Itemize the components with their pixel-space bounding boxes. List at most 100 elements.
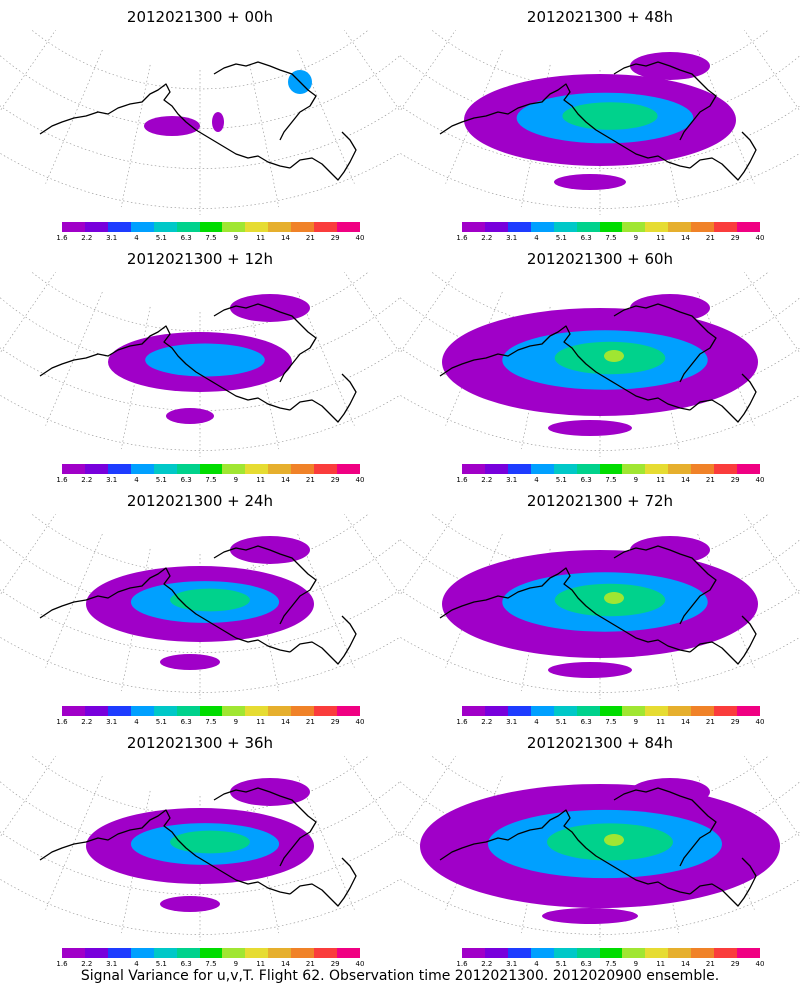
colorbar-swatch	[222, 222, 246, 232]
colorbar-labels: 1.6 2.2 3.1 4 5.1 6.3 7.5 9 11 14 21 29 40	[56, 234, 365, 244]
colorbar-tick-label: 3.1	[106, 718, 118, 726]
colorbar-tick-label: 29	[330, 718, 340, 726]
panel-title: 2012021300 + 36h	[126, 734, 274, 752]
colorbar-swatch	[337, 464, 360, 474]
colorbar-tick-label: 6.3	[580, 960, 592, 968]
colorbar-swatch	[530, 464, 554, 474]
colorbar-tick-label: 4	[534, 960, 539, 968]
colorbar-swatch	[622, 706, 646, 716]
colorbar-labels: 1.6 2.2 3.1 4 5.1 6.3 7.5 9 11 14 21 29 40	[456, 960, 765, 970]
colorbar-tick-label: 1.6	[56, 960, 68, 968]
colorbar-tick-label: 7.5	[205, 234, 217, 242]
colorbar-swatch	[176, 948, 200, 958]
colorbar-tick-label: 4	[534, 718, 539, 726]
colorbar-tick-label: 2.2	[81, 718, 93, 726]
colorbar-tick-label: 5.1	[555, 476, 567, 484]
colorbar-tick-label: 4	[134, 960, 139, 968]
colorbar-tick-label: 11	[656, 718, 666, 726]
colorbar-tick-label: 11	[256, 234, 266, 242]
colorbar-swatch	[199, 464, 223, 474]
colorbar-swatch	[484, 706, 508, 716]
colorbar-tick-label: 5.1	[555, 234, 567, 242]
colorbar-swatch	[484, 948, 508, 958]
colorbar-tick-label: 5.1	[155, 718, 167, 726]
colorbar-tick-label: 5.1	[155, 476, 167, 484]
colorbar-swatch	[599, 464, 623, 474]
colorbar-swatch	[737, 948, 760, 958]
colorbar-tick-label: 21	[305, 960, 315, 968]
colorbar-swatch	[153, 222, 177, 232]
colorbar-labels: 1.6 2.2 3.1 4 5.1 6.3 7.5 9 11 14 21 29 40	[456, 476, 765, 486]
colorbar-tick-label: 5.1	[155, 234, 167, 242]
colorbar-tick-label: 1.6	[56, 234, 68, 242]
colorbar-tick-label: 3.1	[106, 960, 118, 968]
colorbar-swatch	[645, 464, 669, 474]
colorbar-tick-label: 2.2	[481, 476, 493, 484]
panel-title: 2012021300 + 12h	[126, 250, 274, 268]
colorbar-tick-label: 40	[355, 234, 365, 242]
colorbar-swatch	[84, 948, 108, 958]
colorbar-swatch	[153, 948, 177, 958]
colorbar-labels: 1.6 2.2 3.1 4 5.1 6.3 7.5 9 11 14 21 29 40	[456, 234, 764, 244]
colorbar-swatch	[107, 464, 131, 474]
colorbar-tick-label: 40	[755, 476, 765, 484]
panel-12h: 2012021300 + 12h 1.6 2.2 3.1 4 5.1 6.3 7.5 9 11 1…	[0, 242, 400, 484]
colorbar-swatch	[176, 706, 200, 716]
colorbar-tick-label: 40	[755, 960, 765, 968]
colorbar-tick-label: 5.1	[155, 960, 167, 968]
colorbar-swatch	[222, 706, 246, 716]
colorbar-tick-label: 7.5	[205, 960, 217, 968]
colorbar-swatch	[153, 706, 177, 716]
colorbar-swatch	[84, 464, 108, 474]
map	[0, 756, 400, 941]
colorbar-tick-label: 7.5	[605, 476, 617, 484]
colorbar	[62, 464, 360, 474]
colorbar-swatch	[484, 464, 508, 474]
colorbar	[462, 464, 760, 474]
variance-field	[144, 70, 312, 136]
map	[0, 514, 400, 699]
colorbar-swatch	[107, 222, 131, 232]
colorbar-swatch	[268, 948, 292, 958]
colorbar-swatch	[645, 948, 669, 958]
colorbar-tick-label: 2.2	[481, 234, 493, 242]
colorbar-swatch	[645, 706, 669, 716]
colorbar-swatch	[462, 222, 485, 232]
colorbar-tick-label: 1.6	[456, 476, 468, 484]
colorbar-swatch	[507, 464, 531, 474]
colorbar-swatch	[268, 706, 292, 716]
colorbar-swatch	[576, 222, 600, 232]
map	[0, 30, 400, 215]
colorbar-swatch	[245, 464, 269, 474]
colorbar-swatch	[62, 706, 85, 716]
colorbar-tick-label: 11	[656, 960, 666, 968]
colorbar-swatch	[291, 222, 315, 232]
colorbar-tick-label: 21	[705, 960, 715, 968]
colorbar-tick-label: 9	[233, 718, 239, 726]
colorbar-labels: 1.6 2.2 3.1 4 5.1 6.3 7.5 9 11 14 21 29 40	[56, 960, 364, 970]
panel-title: 2012021300 + 00h	[126, 8, 274, 26]
colorbar-tick-label: 6.3	[580, 234, 592, 242]
colorbar-tick-label: 11	[656, 476, 666, 484]
colorbar-swatch	[737, 464, 760, 474]
colorbar-tick-label: 7.5	[605, 960, 617, 968]
colorbar-swatch	[668, 464, 692, 474]
colorbar-swatch	[576, 706, 600, 716]
colorbar	[462, 706, 760, 716]
colorbar-swatch	[462, 948, 485, 958]
colorbar-tick-label: 4	[134, 718, 139, 726]
colorbar-swatch	[84, 706, 108, 716]
colorbar-swatch	[691, 706, 715, 716]
colorbar-tick-label: 9	[233, 234, 239, 242]
colorbar-tick-label: 3.1	[106, 476, 118, 484]
graticule	[0, 30, 400, 215]
colorbar-swatch	[507, 948, 531, 958]
colorbar-swatch	[530, 948, 554, 958]
colorbar-swatch	[622, 464, 646, 474]
coastlines	[39, 303, 357, 423]
colorbar-tick-label: 1.6	[456, 960, 468, 968]
colorbar-tick-label: 4	[134, 476, 139, 484]
map	[400, 756, 800, 941]
colorbar-tick-label: 4	[134, 234, 139, 242]
colorbar-swatch	[222, 464, 246, 474]
